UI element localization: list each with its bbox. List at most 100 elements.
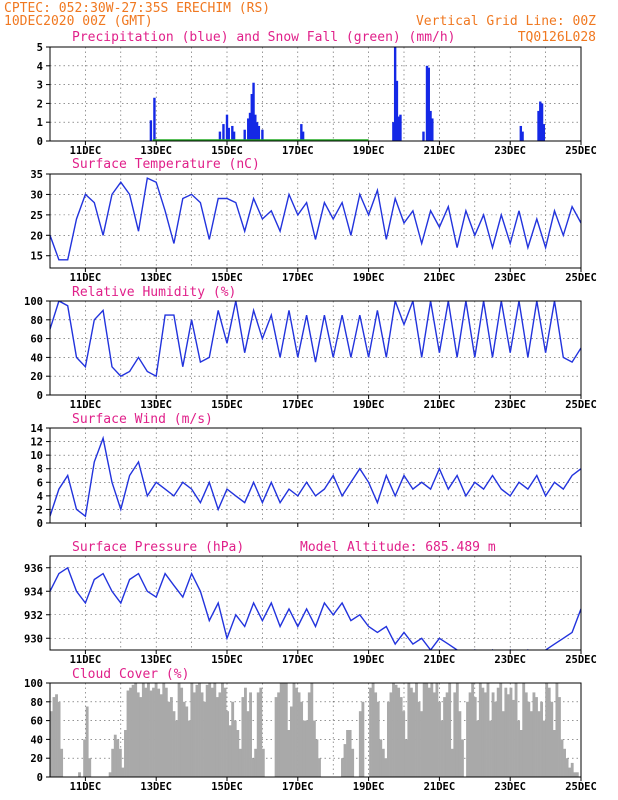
y-tick-label: 100 [24, 296, 43, 308]
cloud-bar [570, 762, 574, 777]
cloud-bar [134, 683, 138, 777]
panel-title-pressure: Surface Pressure (hPa) [72, 540, 244, 555]
precip-bar [149, 120, 153, 141]
precip-bar [399, 114, 402, 141]
cloud-bar [152, 687, 155, 777]
panel-frame [49, 682, 582, 778]
panel-frame [49, 555, 582, 651]
cloud-bar [124, 730, 127, 777]
cloud-bar [78, 772, 81, 777]
cloud-bar [468, 692, 472, 777]
cloud-bar [139, 697, 143, 777]
cloud-bar [210, 687, 214, 777]
cloud-bar [522, 683, 526, 777]
precip-bar [427, 67, 430, 141]
cloud-bar [185, 706, 189, 777]
y-tick-label: 12 [30, 437, 43, 449]
cloud-bar [289, 706, 293, 777]
series-line [50, 435, 581, 518]
cloud-bar [438, 701, 441, 777]
x-tick-label: 21DEC [424, 781, 456, 793]
precip-bar [243, 129, 246, 141]
header-model: TQ0126L028 [518, 30, 596, 45]
x-tick-label: 13DEC [140, 399, 172, 411]
y-tick-label: 932 [24, 610, 43, 622]
y-tick-label: 60 [30, 334, 43, 346]
cloud-bar [302, 720, 306, 777]
cloud-bar [542, 720, 546, 777]
cloud-bar [524, 692, 528, 777]
x-tick-label: 23DEC [494, 654, 526, 666]
cloud-bar [499, 683, 503, 777]
cloud-bar [228, 725, 232, 777]
x-tick-label: 17DEC [282, 399, 314, 411]
x-tick-label: 13DEC [140, 272, 172, 284]
cloud-bar [307, 692, 311, 777]
cloud-bar [478, 683, 482, 777]
series-line [50, 177, 581, 261]
precip-bar [261, 129, 264, 141]
y-tick-label: 20 [30, 230, 43, 242]
cloud-bar [369, 687, 372, 777]
cloud-bar [509, 687, 513, 777]
cloud-bar [88, 758, 92, 777]
cloud-bar [52, 697, 56, 777]
precip-bar [257, 125, 261, 141]
precip-bar [542, 124, 546, 141]
x-tick-label: 23DEC [494, 145, 526, 157]
y-tick-label: 100 [24, 678, 43, 690]
y-tick-label: 80 [30, 315, 43, 327]
cloud-bar [190, 683, 194, 777]
cloud-bar [113, 734, 117, 777]
cloud-bar [126, 690, 130, 777]
cloud-bar [568, 767, 572, 777]
x-tick-label: 23DEC [494, 272, 526, 284]
panel-frame [49, 300, 582, 396]
x-tick-label: 25DEC [565, 654, 597, 666]
cloud-bar [149, 690, 153, 777]
y-tick-label: 0 [37, 390, 43, 402]
y-tick-label: 5 [37, 42, 43, 54]
cloud-bar [361, 701, 365, 777]
cloud-bar [537, 711, 541, 777]
cloud-bar [341, 758, 344, 777]
cloud-bar [203, 701, 207, 777]
cloud-bar [432, 692, 436, 777]
cloud-bar [310, 683, 314, 777]
cloud-bar [540, 701, 544, 777]
cloud-bar [154, 683, 158, 777]
cloud-bar [175, 720, 178, 777]
x-tick-label: 11DEC [70, 272, 102, 284]
precip-bar [248, 112, 252, 141]
cloud-bar [486, 683, 490, 777]
cloud-bar [445, 692, 449, 777]
cloud-bar [458, 711, 462, 777]
panel-5: 0 20 40 60 80 100 11DEC 13DEC 15DEC 17DEC 19DEC 21D… [24, 678, 597, 793]
precip-bar [539, 101, 542, 141]
cloud-bar [169, 697, 173, 777]
cloud-bar [420, 711, 424, 777]
cloud-bar [198, 683, 201, 777]
cloud-bar [386, 701, 390, 777]
cloud-bar [274, 697, 278, 777]
y-tick-label: 20 [30, 371, 43, 383]
cloud-bar [129, 687, 132, 777]
cloud-bar [535, 697, 538, 777]
cloud-bar [558, 697, 561, 777]
precip-bar [537, 110, 540, 141]
cloud-bar [50, 711, 53, 777]
x-tick-label: 21DEC [424, 654, 456, 666]
precip-bar [431, 118, 434, 141]
x-tick-label: 25DEC [565, 145, 597, 157]
x-tick-label: 15DEC [211, 781, 243, 793]
cloud-bar [384, 758, 388, 777]
cloud-bar [392, 683, 395, 777]
cloud-bar [573, 772, 577, 777]
header-grid-note: Vertical Grid Line: 00Z [416, 14, 596, 29]
x-tick-label: 15DEC [211, 145, 243, 157]
precip-bar [429, 110, 432, 141]
cloud-bar [348, 730, 352, 777]
x-tick-label: 15DEC [211, 654, 243, 666]
precip-bar [227, 127, 230, 141]
